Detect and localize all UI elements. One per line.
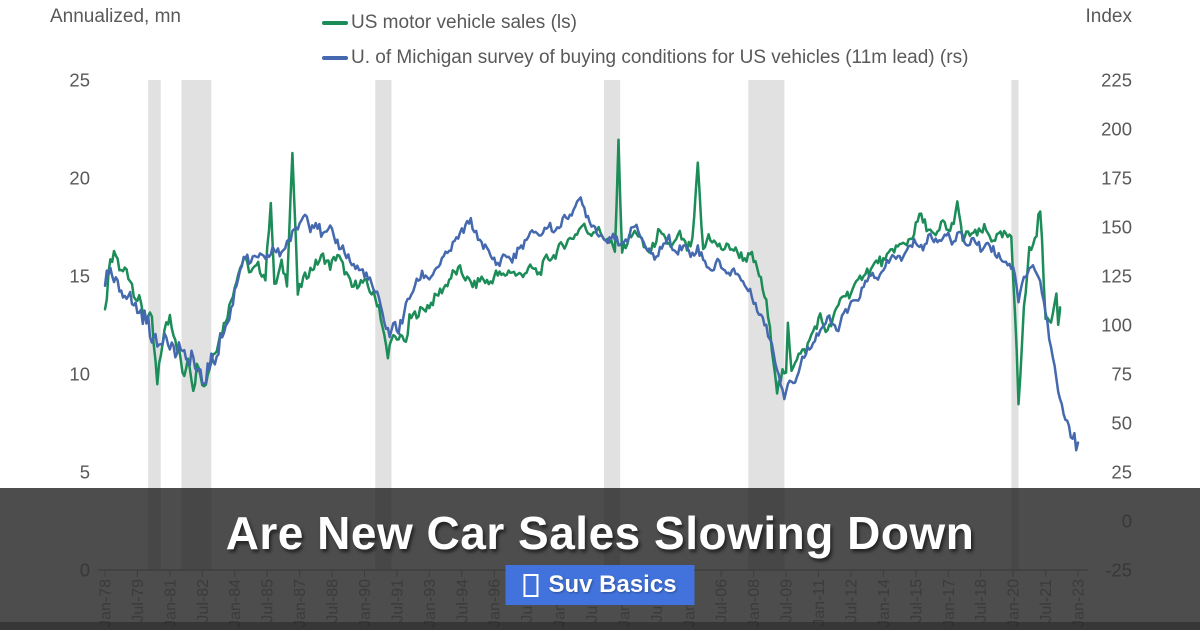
x-axis-tick-label: Jul-18 (973, 579, 990, 623)
card-title: Are New Car Sales Slowing Down (225, 507, 975, 559)
x-axis-tick-label: Jan-81 (162, 579, 179, 628)
right-axis-tick-label: 50 (1111, 413, 1132, 434)
legend-row-survey: U. of Michigan survey of buying conditio… (322, 40, 968, 75)
left-axis-tick-label: 5 (80, 462, 90, 483)
x-axis-tick-label: Jul-91 (389, 579, 406, 623)
recession-band (181, 80, 212, 488)
right-axis-tick-label: 0 (1122, 511, 1132, 532)
x-axis-tick-label: Jan-23 (1071, 579, 1088, 628)
right-axis-tick-label: 150 (1101, 217, 1132, 238)
brand-badge-label: Suv Basics (548, 571, 677, 598)
right-axis-tick-label: 100 (1101, 315, 1132, 336)
left-axis-title: Annualized, mn (50, 6, 181, 27)
left-axis-tick-label: 20 (69, 168, 90, 189)
recession-band-shadow (148, 488, 161, 570)
x-axis-tick-label: Jul-06 (714, 579, 731, 623)
legend-row-sales: US motor vehicle sales (ls) (322, 5, 968, 40)
x-axis-tick-label: Jan-84 (227, 579, 244, 628)
recession-band (148, 80, 161, 488)
x-axis-tick-label: Jan-78 (98, 579, 115, 628)
missing-glyph-box-icon (523, 573, 539, 597)
x-axis-tick-label: Jan-93 (422, 579, 439, 628)
left-axis-tick-label: 0 (80, 560, 90, 581)
x-axis-tick-label: Jan-20 (1006, 579, 1023, 628)
survey-legend-label: U. of Michigan survey of buying conditio… (351, 46, 969, 68)
x-axis-tick-label: Jul-09 (779, 579, 796, 623)
x-axis-tick-label: Jan-96 (487, 579, 504, 628)
x-axis-tick-label: Jan-11 (811, 579, 828, 627)
left-axis-tick-label: 25 (69, 70, 90, 91)
bottom-strip (0, 622, 1200, 630)
x-axis-tick-label: Jul-15 (908, 579, 925, 623)
survey-legend-swatch (322, 55, 348, 60)
x-axis-tick-label: Jul-85 (260, 579, 277, 623)
left-axis-tick-label: 10 (69, 364, 90, 385)
sales-legend-swatch (322, 20, 348, 25)
x-axis-tick-label: Jul-88 (325, 579, 342, 623)
right-axis-tick-label: 200 (1101, 119, 1132, 140)
recession-band-shadow (604, 488, 621, 570)
right-axis-tick-label: -25 (1105, 560, 1132, 581)
x-axis-tick-label: Jan-17 (941, 579, 958, 628)
right-axis-tick-label: 225 (1101, 70, 1132, 91)
recession-band-shadow (1011, 488, 1019, 570)
right-axis-tick-label: 175 (1101, 168, 1132, 189)
x-axis-tick-label: Jan-08 (746, 579, 763, 628)
x-axis-labels: Jan-78 Jul-79 Jan-81 Jul-82 Jan-84 Jul-85 Jan-… (98, 579, 1088, 628)
x-axis-tick-label: Jul-94 (454, 579, 471, 623)
vehicle-sales-line (103, 138, 1062, 406)
x-axis-tick-label: Jan-87 (292, 579, 309, 628)
umich-survey-line (103, 196, 1080, 452)
x-axis-tick-label: Jan-90 (357, 579, 374, 628)
recession-band-shadow (375, 488, 392, 570)
left-axis-tick-label: 15 (69, 266, 90, 287)
brand-badge: Suv Basics (505, 565, 695, 605)
x-axis-tick-label: Jul-21 (1038, 579, 1055, 623)
recession-band-shadow (181, 488, 212, 570)
recession-band (748, 80, 785, 488)
legend: US motor vehicle sales (ls) U. of Michig… (322, 5, 968, 75)
x-axis-tick-label: Jul-79 (130, 579, 147, 623)
x-axis-tick-label: Jul-12 (844, 579, 861, 623)
banner-band-shadows (148, 488, 1019, 570)
right-axis-title: Index (1085, 6, 1132, 27)
right-axis-tick-label: 75 (1111, 364, 1132, 385)
recession-band (375, 80, 392, 488)
left-axis-labels: 0 5 10 15 20 25 (69, 70, 90, 581)
recession-band-shadow (748, 488, 785, 570)
right-axis-tick-label: 25 (1111, 462, 1132, 483)
x-axis-tick-label: Jul-82 (195, 579, 212, 623)
x-axis-tick-label: Jan-14 (876, 579, 893, 628)
sales-legend-label: US motor vehicle sales (ls) (351, 11, 577, 33)
right-axis-tick-label: 125 (1101, 266, 1132, 287)
right-axis-labels: -25 0 25 50 75 100 125 150 175 200 225 (1101, 70, 1132, 581)
